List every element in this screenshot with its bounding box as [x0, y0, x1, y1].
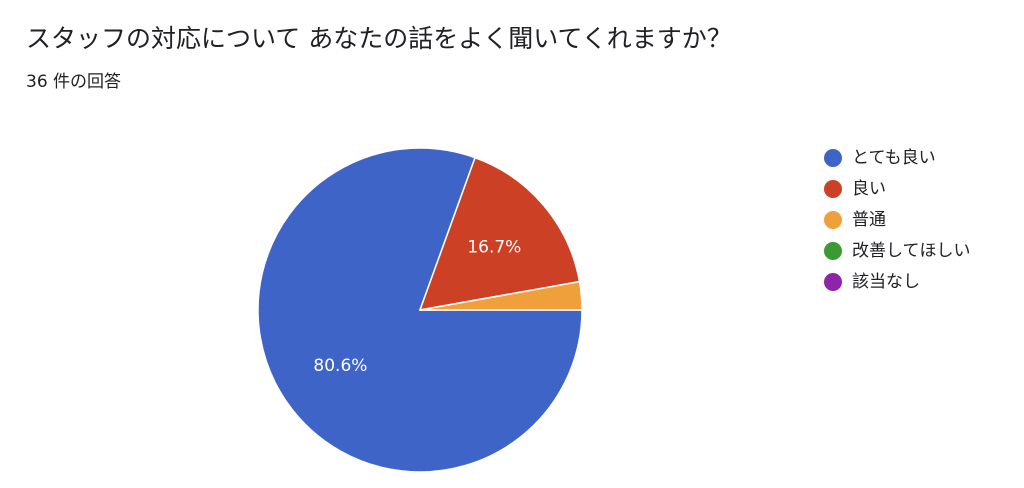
- legend-label: 良い: [852, 179, 886, 199]
- legend-marker: [824, 211, 842, 229]
- pie-slice: [418, 156, 581, 311]
- legend-label: 該当なし: [852, 272, 920, 292]
- legend-marker: [824, 149, 842, 167]
- chart-subtitle: 36 件の回答: [26, 72, 121, 92]
- legend-marker: [824, 180, 842, 198]
- legend-label: とても良い: [852, 148, 936, 168]
- data-label: 16.7%: [467, 237, 521, 257]
- legend-marker: [824, 242, 842, 260]
- chart-title: スタッフの対応について あなたの話をよく聞いてくれますか？: [26, 24, 732, 53]
- legend-label: 改善してほしい: [852, 241, 971, 261]
- legend-label: 普通: [852, 210, 886, 230]
- legend-marker: [824, 273, 842, 291]
- pie-slice: [419, 280, 583, 311]
- data-label: 80.6%: [313, 356, 367, 376]
